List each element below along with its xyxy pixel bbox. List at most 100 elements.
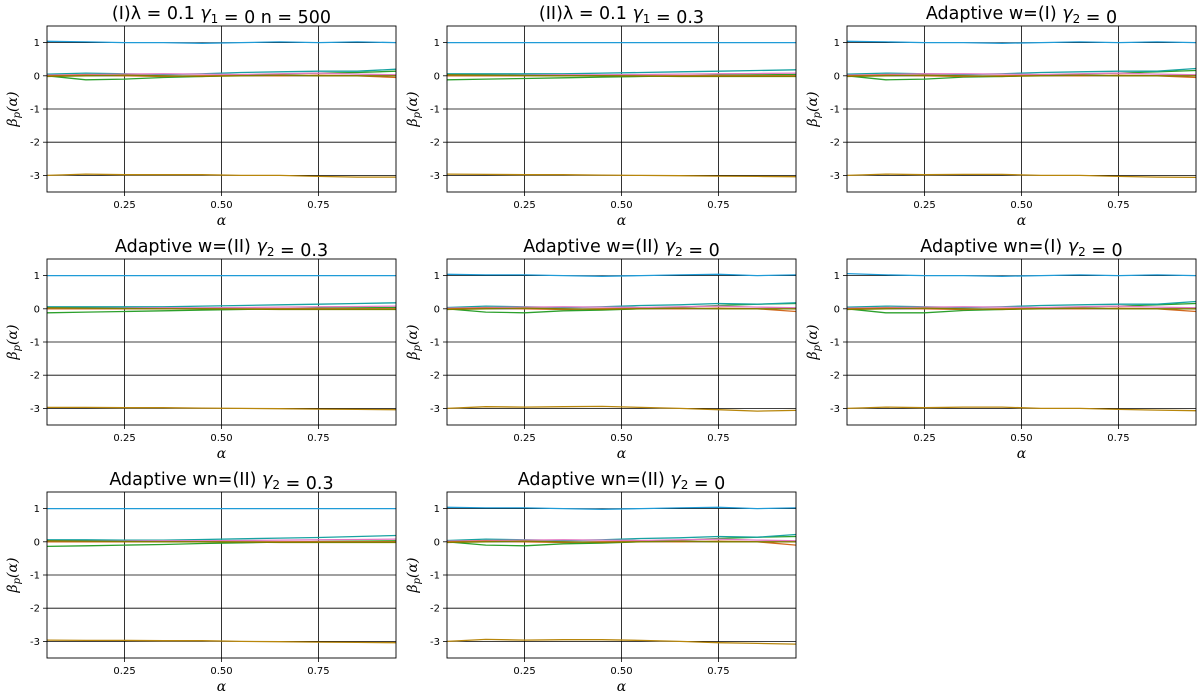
- series-line-7: [446, 540, 796, 544]
- y-tick-label: -2: [30, 604, 40, 615]
- y-tick-label: 1: [434, 38, 440, 49]
- series-line-2: [446, 638, 797, 645]
- panel-title: Adaptive w=(II) γ2 = 0: [523, 237, 719, 261]
- series-line-2: [446, 405, 797, 412]
- x-tick-label: 0.75: [707, 433, 729, 444]
- series-line-3: [446, 73, 797, 81]
- panel-title: Adaptive wn=(I) γ2 = 0: [920, 237, 1122, 261]
- series-line-4: [446, 533, 797, 542]
- x-tick-label: 0.25: [913, 433, 935, 444]
- panel-title: Adaptive wn=(II) γ2 = 0: [518, 470, 726, 494]
- y-tick-label: -3: [830, 171, 840, 182]
- y-axis-label: βp(α): [5, 325, 23, 361]
- x-tick-label: 0.50: [610, 666, 632, 677]
- y-tick-label: -2: [30, 371, 40, 382]
- x-tick-label: 0.75: [707, 666, 729, 677]
- series-line-3: [46, 306, 397, 314]
- x-tick-label: 0.25: [113, 666, 135, 677]
- y-axis-label: βp(α): [5, 92, 23, 128]
- y-tick-label: -1: [430, 338, 440, 349]
- y-axis-label: βp(α): [5, 558, 23, 594]
- x-tick-label: 0.75: [1107, 200, 1129, 211]
- y-tick-label: -3: [830, 404, 840, 415]
- x-tick-label: 0.25: [513, 200, 535, 211]
- series-line-7: [446, 74, 796, 78]
- x-axis-label: α: [217, 679, 227, 695]
- series-line-7: [846, 74, 1196, 78]
- x-tick-label: 0.25: [113, 200, 135, 211]
- x-tick-label: 0.25: [913, 200, 935, 211]
- y-tick-label: 1: [834, 38, 840, 49]
- y-tick-label: 0: [434, 537, 440, 548]
- panel-6: 1 0 -1 -2 -3 0.25 0.50 0.75 Adaptive wn=(I) γ2 =…: [805, 237, 1197, 462]
- panel-2: 1 0 -1 -2 -3 0.25 0.50 0.75 (II)λ = 0.1 γ1 = 0.3…: [405, 4, 797, 229]
- x-axis-label: α: [217, 213, 227, 229]
- panel-title: Adaptive w=(II) γ2 = 0.3: [115, 237, 328, 261]
- series-line-5: [446, 538, 797, 542]
- series-line-2: [46, 173, 396, 178]
- x-tick-label: 0.75: [307, 433, 329, 444]
- y-tick-label: -1: [830, 105, 840, 116]
- x-tick-label: 0.25: [113, 433, 135, 444]
- panel-8: 1 0 -1 -2 -3 0.25 0.50 0.75 Adaptive wn=(II) γ2 …: [405, 470, 797, 695]
- series-line-1: [846, 272, 1197, 277]
- panel-1: 1 0 -1 -2 -3 0.25 0.50 0.75 (I)λ = 0.1 γ1 = 0 n …: [5, 4, 397, 229]
- series-line-2: [846, 406, 1197, 412]
- y-tick-label: 0: [34, 537, 40, 548]
- y-axis-label: βp(α): [805, 92, 823, 128]
- panel-5: 1 0 -1 -2 -3 0.25 0.50 0.75 Adaptive w=(II) γ2 =…: [405, 237, 797, 462]
- series-line-1: [446, 506, 797, 510]
- series-line-5: [846, 305, 1197, 309]
- y-axis-label: βp(α): [405, 558, 423, 594]
- panel-title: Adaptive wn=(II) γ2 = 0.3: [109, 470, 333, 494]
- y-tick-label: -2: [430, 138, 440, 149]
- series-line-4: [447, 69, 797, 75]
- series-line-7: [846, 307, 1196, 311]
- x-tick-label: 0.50: [610, 200, 632, 211]
- y-tick-label: 1: [834, 271, 840, 282]
- y-tick-label: -1: [30, 338, 40, 349]
- series-line-4: [47, 534, 397, 541]
- panel-title: (II)λ = 0.1 γ1 = 0.3: [539, 4, 704, 28]
- panel-7: 1 0 -1 -2 -3 0.25 0.50 0.75 Adaptive wn=(II) γ2 …: [5, 470, 397, 695]
- y-tick-label: -2: [430, 604, 440, 615]
- series-line-1: [846, 40, 1197, 44]
- x-axis-label: α: [1017, 446, 1027, 462]
- y-tick-label: 1: [34, 38, 40, 49]
- series-line-7: [446, 307, 796, 311]
- x-axis-label: α: [617, 446, 627, 462]
- series-line-4: [846, 67, 1197, 76]
- x-axis-label: α: [617, 213, 627, 229]
- y-tick-label: 1: [434, 504, 440, 515]
- y-tick-label: 0: [34, 71, 40, 82]
- y-axis-label: βp(α): [805, 325, 823, 361]
- x-tick-label: 0.50: [210, 666, 232, 677]
- x-tick-label: 0.50: [610, 433, 632, 444]
- y-tick-label: 0: [434, 71, 440, 82]
- y-tick-label: -1: [30, 105, 40, 116]
- series-line-7: [46, 74, 396, 78]
- y-tick-label: 1: [34, 271, 40, 282]
- series-line-1: [446, 273, 797, 277]
- y-tick-label: -3: [430, 171, 440, 182]
- series-line-5: [846, 72, 1197, 76]
- panel-title: Adaptive w=(I) γ2 = 0: [926, 4, 1117, 28]
- x-tick-label: 0.25: [513, 666, 535, 677]
- x-tick-label: 0.75: [1107, 433, 1129, 444]
- y-tick-label: -3: [30, 637, 40, 648]
- series-line-4: [47, 302, 397, 308]
- y-tick-label: -3: [430, 637, 440, 648]
- y-tick-label: 0: [34, 304, 40, 315]
- y-tick-label: -3: [30, 171, 40, 182]
- y-axis-label: βp(α): [405, 92, 423, 128]
- y-tick-label: -2: [30, 138, 40, 149]
- x-tick-label: 0.75: [307, 200, 329, 211]
- x-tick-label: 0.50: [1010, 433, 1032, 444]
- series-line-4: [846, 300, 1197, 309]
- x-tick-label: 0.75: [307, 666, 329, 677]
- y-tick-label: -2: [830, 371, 840, 382]
- x-tick-label: 0.50: [210, 433, 232, 444]
- series-line-2: [47, 406, 397, 411]
- y-tick-label: 0: [834, 304, 840, 315]
